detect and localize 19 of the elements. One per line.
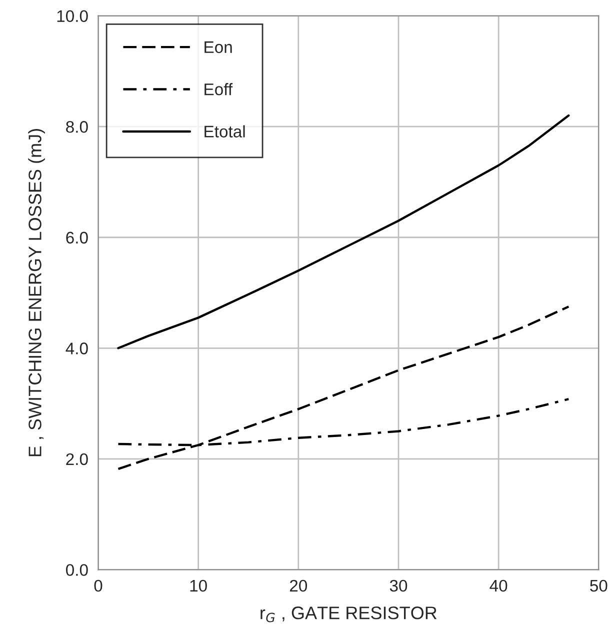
line-series: [117, 114, 570, 350]
legend-label: Etotal: [204, 125, 245, 138]
y-tick-label: 2.0: [66, 453, 88, 466]
y-tick-label: 0.0: [66, 564, 88, 576]
legend-label: Eon: [204, 41, 232, 54]
x-tick-label: 20: [290, 580, 308, 592]
y-tick-label: 6.0: [66, 232, 88, 244]
x-tick-label: 40: [490, 580, 508, 592]
y-tick-label: 4.0: [66, 342, 88, 354]
x-tick-label: 50: [590, 580, 608, 592]
x-tick-label: 10: [190, 580, 207, 592]
y-axis-title: E , SWITCHING ENERGY LOSSES (mJ): [28, 129, 45, 456]
legend-label: Eoff: [204, 83, 233, 96]
y-tick-label: 8.0: [66, 121, 88, 133]
x-tick-label: 30: [390, 580, 408, 592]
line-series: [117, 306, 570, 470]
y-tick-label: 10.0: [57, 10, 88, 22]
x-tick-label: 0: [94, 580, 102, 592]
x-axis-title: r$_{G}$ , GATE RESISTOR: [260, 606, 437, 622]
